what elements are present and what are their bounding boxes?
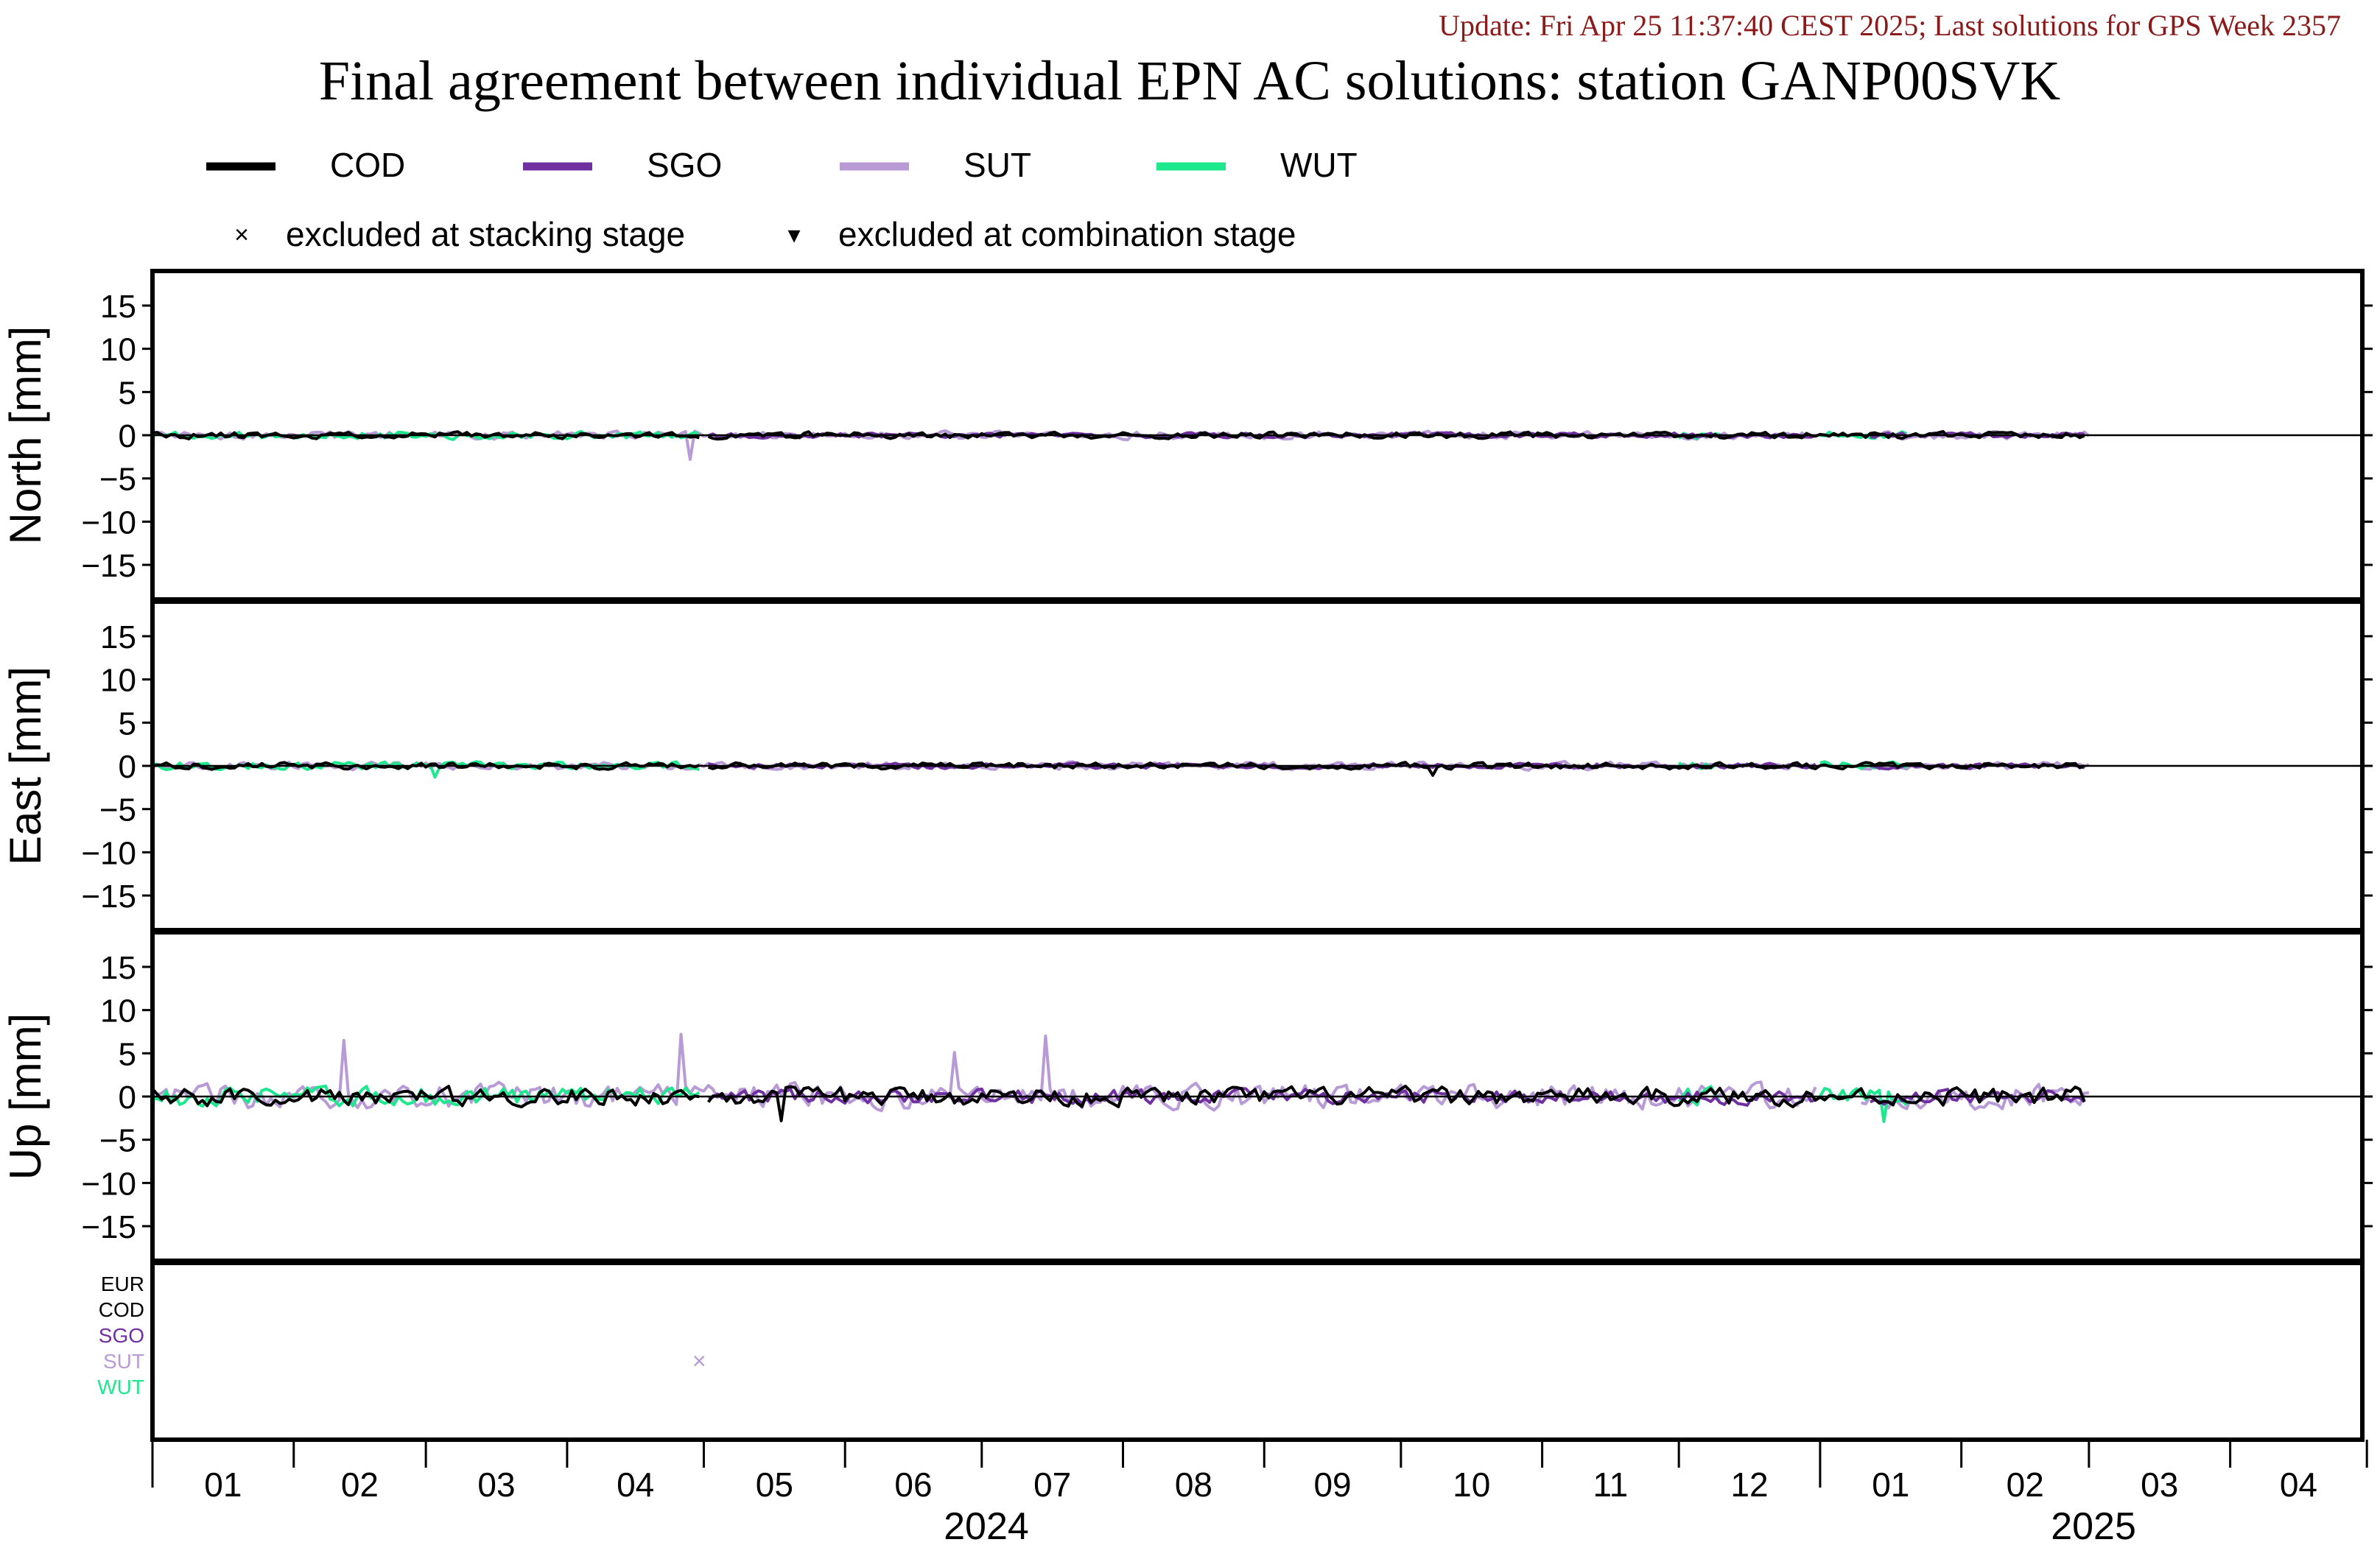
series-line-cod <box>151 1085 700 1108</box>
y-tick-label: 10 <box>100 993 136 1030</box>
y-tick-label: −15 <box>81 548 136 584</box>
x-tick-label: 11 <box>1593 1465 1628 1504</box>
x-tick-label: 03 <box>2141 1465 2178 1504</box>
x-tick-label: 02 <box>2007 1465 2044 1504</box>
legend-label-cod: COD <box>330 146 405 184</box>
y-tick-label: −5 <box>99 462 136 498</box>
y-axis-label-north: North [mm] <box>1 326 50 545</box>
x-tick-label: 02 <box>341 1465 379 1504</box>
y-tick-label: 5 <box>119 375 136 411</box>
panel-north: North [mm] 15 10 5 0 −5 −10 −15 <box>1 269 2373 602</box>
exclusion-panel: EUR COD SGO SUT WUT × <box>97 1261 2365 1442</box>
exclusion-row-label-wut: WUT <box>97 1376 144 1398</box>
y-tick-label: 0 <box>119 418 136 454</box>
series-line-sut <box>151 1032 1817 1113</box>
exclusion-row-label-eur: EUR <box>101 1273 144 1295</box>
x-tick-label: 08 <box>1175 1465 1212 1504</box>
panel-east: East [mm] 15 10 5 0 −5 −10 −15 <box>1 599 2373 932</box>
y-tick-label: −10 <box>81 504 136 541</box>
y-tick-label: −10 <box>81 1166 136 1202</box>
y-tick-label: 15 <box>100 950 136 986</box>
y-tick-label: 10 <box>100 332 136 368</box>
x-tick-label: 01 <box>1872 1465 1909 1504</box>
y-tick-label: 0 <box>119 749 136 785</box>
x-axis: 01 02 03 04 05 06 07 08 09 10 11 12 01 02 03 04 2024 2025 <box>151 1440 2368 1545</box>
legend-marker-label: excluded at stacking stage <box>286 215 685 253</box>
series-line-cod <box>706 1084 2086 1122</box>
y-tick-label: −10 <box>81 835 136 871</box>
x-tick-label: 05 <box>756 1465 793 1504</box>
exclusion-mark: × <box>692 1348 706 1374</box>
x-tick-label: 03 <box>477 1465 515 1504</box>
exclusion-row-label-cod: COD <box>99 1298 144 1321</box>
x-tick-label: 07 <box>1033 1465 1071 1504</box>
legend: COD SGO SUT WUT × excluded at stacking stage ▾… <box>206 146 1358 253</box>
legend-label-sgo: SGO <box>647 146 722 184</box>
legend-marker-label: excluded at combination stage <box>838 215 1296 253</box>
y-tick-label: 15 <box>100 289 136 325</box>
legend-marker-symbol: × <box>234 221 249 249</box>
y-tick-label: 15 <box>100 619 136 655</box>
exclusion-row-label-sut: SUT <box>103 1350 144 1373</box>
x-year-label: 2024 <box>944 1505 1029 1545</box>
legend-label-sut: SUT <box>963 146 1031 184</box>
y-axis-label-up: Up [mm] <box>1 1013 50 1180</box>
y-tick-label: −15 <box>81 1209 136 1245</box>
update-text: Update: Fri Apr 25 11:37:40 CEST 2025; L… <box>1439 9 2341 42</box>
y-tick-label: 5 <box>119 1036 136 1072</box>
exclusion-panel-frame <box>150 1261 2365 1442</box>
x-tick-label: 12 <box>1730 1465 1768 1504</box>
x-tick-label: 04 <box>617 1465 654 1504</box>
panel-up: Up [mm] 15 10 5 0 −5 −10 −15 <box>1 930 2373 1263</box>
legend-label-wut: WUT <box>1280 146 1358 184</box>
exclusion-row-label-sgo: SGO <box>99 1324 144 1347</box>
x-tick-label: 01 <box>204 1465 242 1504</box>
x-tick-label: 09 <box>1313 1465 1351 1504</box>
y-tick-label: 0 <box>119 1080 136 1116</box>
y-tick-label: −15 <box>81 879 136 915</box>
x-year-label: 2025 <box>2051 1505 2136 1545</box>
x-tick-label: 10 <box>1453 1465 1490 1504</box>
x-tick-label: 04 <box>2280 1465 2317 1504</box>
panels: North [mm] 15 10 5 0 −5 −10 −15 East [mm] 15 10 5 0 −… <box>1 269 2373 1442</box>
legend-marker-symbol: ▾ <box>787 221 800 249</box>
x-tick-label: 06 <box>894 1465 932 1504</box>
series-line-wut <box>152 1084 701 1108</box>
y-tick-label: 10 <box>100 663 136 699</box>
y-tick-label: −5 <box>99 1123 136 1159</box>
chart-title: Final agreement between individual EPN A… <box>319 50 2060 112</box>
y-tick-label: 5 <box>119 705 136 742</box>
y-tick-label: −5 <box>99 792 136 828</box>
y-axis-label-east: East [mm] <box>1 666 50 865</box>
